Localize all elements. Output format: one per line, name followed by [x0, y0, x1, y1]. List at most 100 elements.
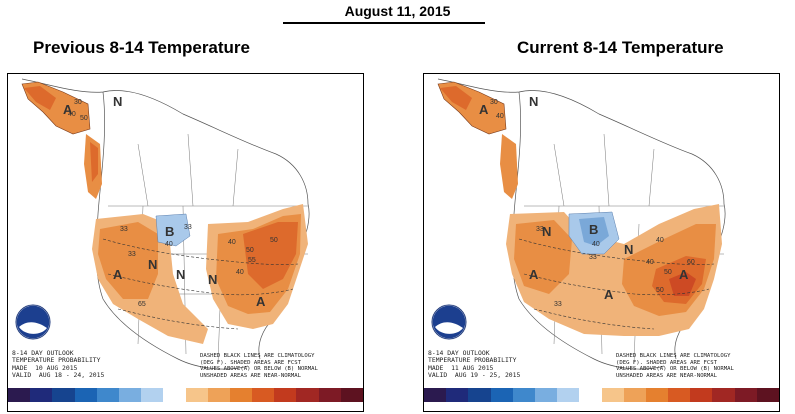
scale-swatch	[30, 388, 53, 402]
plains-below-33	[155, 213, 191, 247]
map-number: 33	[128, 251, 136, 258]
noaa-logo	[431, 304, 467, 340]
scale-swatch	[229, 388, 253, 402]
climatology-lines	[518, 238, 715, 330]
note-line: VALUES ABOVE(A) OR BELOW (B) NORMAL	[616, 366, 734, 373]
scale-swatch	[557, 388, 580, 402]
scale-swatch	[96, 388, 119, 402]
outlook-info: 8-14 DAY OUTLOOK TEMPERATURE PROBABILITY…	[12, 349, 105, 379]
scale-swatch	[8, 388, 31, 402]
scale-swatch	[690, 388, 713, 402]
map-number: 40	[592, 241, 600, 248]
map-number: 33	[184, 224, 192, 231]
map-label: N	[148, 257, 157, 272]
map-number: 40	[656, 237, 664, 244]
note-line: (DEG F). SHADED AREAS ARE FCST	[200, 359, 302, 366]
map-label: N	[529, 94, 538, 109]
map-label: A	[679, 267, 689, 282]
map-label: A	[113, 267, 123, 282]
map-number: 50	[656, 287, 664, 294]
scale-swatch	[446, 388, 469, 402]
outlook-line: MADE 11 AUG 2015	[428, 363, 494, 372]
map-number: 50	[664, 269, 672, 276]
scale-swatch	[534, 388, 558, 402]
scale-swatch	[579, 388, 602, 402]
scale-swatch	[52, 388, 75, 402]
map-number: 40	[236, 269, 244, 276]
date-heading: August 11, 2015	[344, 3, 451, 19]
pacific-nw-core	[90, 142, 98, 182]
right-map-graphic: N A B N A A A N 30 40 33 40 40 33 50 60 …	[431, 78, 726, 370]
scale-swatch	[490, 388, 513, 402]
scale-swatch	[340, 388, 363, 402]
map-label: N	[113, 94, 122, 109]
map-label: N	[624, 242, 633, 257]
map-number: 30	[74, 99, 82, 106]
scale-swatch	[296, 388, 319, 402]
map-number: 33	[120, 226, 128, 233]
pacific-nw-above-normal	[500, 134, 518, 199]
alaska-core	[24, 86, 56, 110]
plains-below-40	[579, 217, 609, 246]
scale-swatch	[74, 388, 97, 402]
outlook-line: VALID AUG 18 - 24, 2015	[12, 370, 105, 379]
scale-swatch	[274, 388, 297, 402]
map-label: B	[165, 224, 174, 239]
scale-swatch	[163, 388, 186, 402]
map-number: 33	[589, 254, 597, 261]
map-number: 33	[536, 226, 544, 233]
probability-color-scale	[8, 388, 363, 402]
map-number: 55	[248, 257, 256, 264]
note-line: (DEG F). SHADED AREAS ARE FCST	[616, 359, 718, 366]
scale-swatch	[645, 388, 669, 402]
scale-swatch	[512, 388, 535, 402]
date-underline	[283, 22, 485, 24]
legend-note: DASHED BLACK LINES ARE CLIMATOLOGY (DEG …	[616, 353, 734, 379]
probability-color-scale	[424, 388, 779, 402]
map-number: 40	[496, 113, 504, 120]
noaa-logo	[15, 304, 51, 340]
map-label: A	[604, 287, 614, 302]
map-number: 50	[270, 237, 278, 244]
outlook-line: 8-14 DAY OUTLOOK	[12, 349, 74, 357]
east-above-50	[243, 222, 298, 289]
outlook-line: TEMPERATURE PROBABILITY	[12, 356, 101, 365]
scale-swatch	[207, 388, 230, 402]
map-number: 40	[228, 239, 236, 246]
map-number: 65	[138, 301, 146, 308]
map-label: A	[256, 294, 266, 309]
map-label: A	[479, 102, 489, 117]
map-label: N	[542, 224, 551, 239]
map-label: N	[176, 267, 185, 282]
scale-swatch	[601, 388, 624, 402]
map-number: 40	[646, 259, 654, 266]
us-above-40	[514, 220, 572, 294]
scale-swatch	[623, 388, 646, 402]
note-line: DASHED BLACK LINES ARE CLIMATOLOGY	[616, 353, 731, 359]
note-line: VALUES ABOVE(A) OR BELOW (B) NORMAL	[200, 366, 318, 373]
note-line: DASHED BLACK LINES ARE CLIMATOLOGY	[200, 353, 315, 359]
map-label: A	[63, 102, 73, 117]
map-number: 50	[246, 247, 254, 254]
scale-swatch	[318, 388, 341, 402]
legend-note: DASHED BLACK LINES ARE CLIMATOLOGY (DEG …	[200, 353, 318, 379]
map-number: 60	[687, 259, 695, 266]
left-panel-title: Previous 8-14 Temperature	[33, 38, 250, 57]
right-outlook-map: N A B N A A A N 30 40 33 40 40 33 50 60 …	[423, 73, 780, 412]
west-above-40	[98, 222, 158, 299]
scale-swatch	[756, 388, 779, 402]
outlook-line: VALID AUG 19 - 25, 2015	[428, 370, 521, 379]
map-number: 33	[554, 301, 562, 308]
southeast-above-60	[669, 272, 696, 296]
right-panel-title: Current 8-14 Temperature	[517, 38, 724, 57]
alaska-core	[440, 86, 472, 110]
outlook-line: MADE 10 AUG 2015	[12, 363, 78, 372]
map-number: 50	[80, 115, 88, 122]
map-number: 30	[490, 99, 498, 106]
note-line: UNSHADED AREAS ARE NEAR-NORMAL	[200, 372, 302, 379]
map-number: 40	[68, 111, 76, 118]
map-label: B	[589, 222, 598, 237]
outlook-line: 8-14 DAY OUTLOOK	[428, 349, 490, 357]
scale-swatch	[468, 388, 491, 402]
map-label: N	[208, 272, 217, 287]
